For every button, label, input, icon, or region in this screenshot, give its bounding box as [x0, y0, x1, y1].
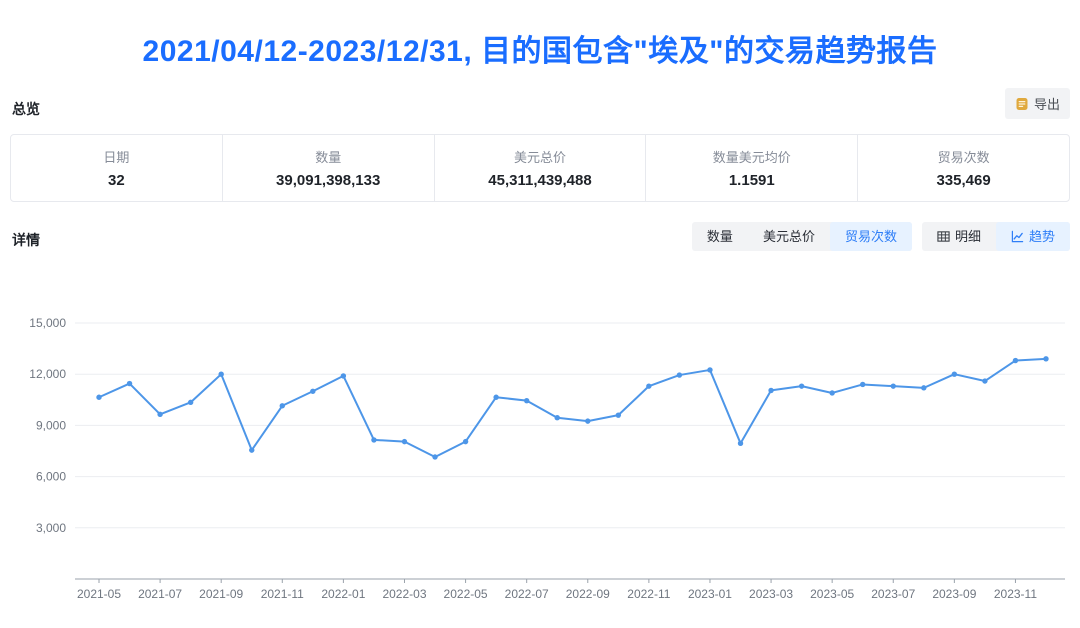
stat-quantity: 数量 39,091,398,133: [221, 135, 434, 201]
details-section-label: 详情: [12, 232, 40, 248]
stat-value: 1.1591: [728, 172, 775, 189]
svg-text:2023-01: 2023-01: [688, 587, 732, 601]
stat-avg-usd-price: 数量美元均价 1.1591: [645, 135, 857, 201]
stat-trade-count: 贸易次数 335,469: [857, 135, 1069, 201]
svg-text:2023-03: 2023-03: [749, 587, 793, 601]
svg-text:2021-09: 2021-09: [199, 587, 243, 601]
tab-detail-label: 明细: [954, 229, 981, 244]
stat-label: 数量: [315, 150, 342, 165]
svg-text:3,000: 3,000: [36, 521, 66, 535]
svg-text:2022-07: 2022-07: [505, 587, 549, 601]
stat-label: 数量美元均价: [712, 150, 791, 165]
view-tab-group: 明细 趋势: [921, 222, 1070, 251]
svg-text:2021-11: 2021-11: [261, 587, 304, 601]
svg-text:15,000: 15,000: [29, 316, 66, 330]
trend-line-chart[interactable]: 3,000 6,000 9,000 12,000 15,000 2021-05 2021-0…: [0, 270, 1080, 610]
svg-text:2021-07: 2021-07: [138, 587, 182, 601]
stat-value: 335,469: [936, 172, 991, 189]
tab-usd-total[interactable]: 美元总价: [762, 229, 815, 244]
svg-text:2023-09: 2023-09: [932, 587, 976, 601]
svg-text:2022-11: 2022-11: [627, 587, 670, 601]
tab-quantity[interactable]: 数量: [706, 229, 733, 244]
trend-icon: [1011, 230, 1024, 243]
export-button[interactable]: 导出: [1004, 88, 1070, 119]
stat-date-count: 日期 32: [11, 135, 222, 201]
tab-trend-view[interactable]: 趋势: [995, 222, 1070, 251]
tab-trade-count[interactable]: 贸易次数: [829, 222, 912, 251]
tab-detail-view[interactable]: 明细: [922, 222, 996, 251]
stat-value: 45,311,439,488: [488, 172, 592, 189]
overview-stats-card: 日期 32 数量 39,091,398,133 美元总价 45,311,439,…: [10, 134, 1070, 202]
svg-text:2023-11: 2023-11: [994, 587, 1037, 601]
svg-text:2023-07: 2023-07: [871, 587, 915, 601]
svg-text:2022-03: 2022-03: [382, 587, 426, 601]
svg-text:2023-05: 2023-05: [810, 587, 854, 601]
stat-label: 日期: [103, 150, 130, 165]
svg-text:2021-05: 2021-05: [77, 587, 121, 601]
stat-usd-total: 美元总价 45,311,439,488: [433, 135, 646, 201]
svg-text:2022-01: 2022-01: [321, 587, 365, 601]
export-button-label: 导出: [1033, 97, 1060, 112]
trend-line-chart-svg: 3,000 6,000 9,000 12,000 15,000 2021-05 2021-0…: [29, 316, 1065, 601]
details-tab-groups: 数量 美元总价 贸易次数 明细: [691, 222, 1070, 251]
svg-text:2022-05: 2022-05: [444, 587, 488, 601]
page-title: 2021/04/12-2023/12/31, 目的国包含"埃及"的交易趋势报告: [142, 35, 938, 68]
export-icon: [1015, 97, 1029, 111]
stat-value: 32: [108, 172, 125, 189]
svg-text:12,000: 12,000: [29, 367, 66, 381]
svg-text:6,000: 6,000: [36, 470, 66, 484]
svg-text:2022-09: 2022-09: [566, 587, 610, 601]
tab-trend-label: 趋势: [1028, 229, 1055, 244]
overview-section-label: 总览: [12, 101, 40, 117]
stat-label: 贸易次数: [937, 150, 990, 165]
table-icon: [937, 230, 950, 243]
stat-label: 美元总价: [513, 150, 566, 165]
svg-text:9,000: 9,000: [36, 418, 66, 432]
metric-tab-group: 数量 美元总价 贸易次数: [691, 222, 912, 251]
stat-value: 39,091,398,133: [276, 172, 381, 189]
